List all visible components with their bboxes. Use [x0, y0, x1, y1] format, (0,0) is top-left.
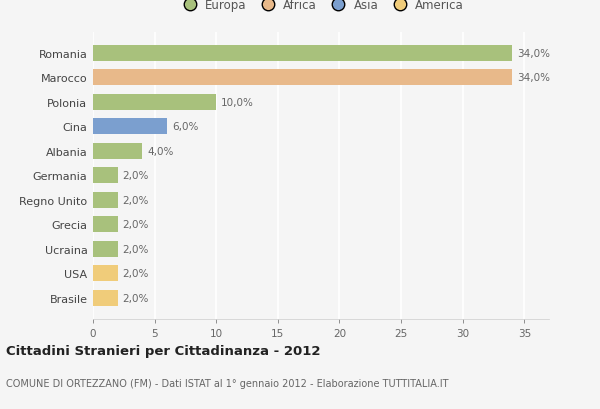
Text: 10,0%: 10,0% [221, 98, 254, 108]
Bar [93, 119, 167, 135]
Bar [93, 70, 512, 86]
Text: Cittadini Stranieri per Cittadinanza - 2012: Cittadini Stranieri per Cittadinanza - 2… [6, 344, 320, 357]
Text: 2,0%: 2,0% [122, 171, 149, 181]
Legend: Europa, Africa, Asia, America: Europa, Africa, Asia, America [176, 0, 466, 15]
Bar [93, 266, 118, 281]
Bar [93, 217, 118, 233]
Bar [93, 168, 118, 184]
Bar [93, 46, 512, 62]
Bar [93, 94, 216, 110]
Text: 2,0%: 2,0% [122, 269, 149, 279]
Bar [93, 144, 142, 160]
Text: COMUNE DI ORTEZZANO (FM) - Dati ISTAT al 1° gennaio 2012 - Elaborazione TUTTITAL: COMUNE DI ORTEZZANO (FM) - Dati ISTAT al… [6, 378, 449, 389]
Bar [93, 192, 118, 208]
Bar [93, 241, 118, 257]
Text: 2,0%: 2,0% [122, 220, 149, 230]
Bar [93, 290, 118, 306]
Text: 34,0%: 34,0% [517, 73, 550, 83]
Text: 2,0%: 2,0% [122, 196, 149, 205]
Text: 6,0%: 6,0% [172, 122, 198, 132]
Text: 4,0%: 4,0% [147, 146, 173, 156]
Text: 2,0%: 2,0% [122, 244, 149, 254]
Text: 2,0%: 2,0% [122, 293, 149, 303]
Text: 34,0%: 34,0% [517, 49, 550, 58]
